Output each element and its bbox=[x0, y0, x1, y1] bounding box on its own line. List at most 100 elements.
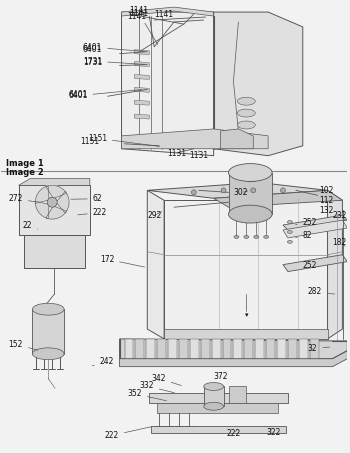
Polygon shape bbox=[164, 329, 328, 339]
Polygon shape bbox=[328, 190, 342, 339]
Ellipse shape bbox=[234, 236, 239, 238]
Ellipse shape bbox=[204, 402, 224, 410]
Text: 222: 222 bbox=[105, 427, 152, 440]
Ellipse shape bbox=[237, 97, 255, 105]
Polygon shape bbox=[46, 206, 66, 219]
Circle shape bbox=[280, 188, 286, 193]
Polygon shape bbox=[179, 339, 188, 359]
Text: 6401: 6401 bbox=[83, 45, 102, 54]
Ellipse shape bbox=[33, 303, 64, 315]
Ellipse shape bbox=[229, 205, 272, 223]
Polygon shape bbox=[120, 339, 347, 359]
Polygon shape bbox=[134, 114, 149, 119]
Polygon shape bbox=[220, 129, 253, 149]
Text: ▾: ▾ bbox=[245, 312, 248, 318]
Polygon shape bbox=[121, 129, 268, 149]
Polygon shape bbox=[214, 190, 342, 207]
Text: 132: 132 bbox=[320, 206, 334, 215]
Polygon shape bbox=[25, 235, 85, 268]
Text: 1141: 1141 bbox=[127, 11, 147, 20]
Text: 332: 332 bbox=[139, 381, 174, 393]
Polygon shape bbox=[134, 50, 149, 55]
Text: 152: 152 bbox=[9, 340, 37, 350]
Polygon shape bbox=[164, 200, 328, 339]
Text: 1151: 1151 bbox=[80, 137, 99, 146]
Text: 6401: 6401 bbox=[68, 90, 88, 99]
Polygon shape bbox=[299, 339, 308, 359]
Polygon shape bbox=[33, 309, 64, 354]
Polygon shape bbox=[35, 201, 49, 219]
Text: 32: 32 bbox=[308, 344, 330, 353]
Text: 272: 272 bbox=[9, 194, 36, 203]
Polygon shape bbox=[134, 87, 149, 92]
Polygon shape bbox=[157, 403, 278, 413]
Polygon shape bbox=[149, 393, 288, 403]
Text: 112: 112 bbox=[320, 196, 334, 205]
Text: Image 1: Image 1 bbox=[6, 159, 43, 168]
Text: 6401: 6401 bbox=[68, 90, 141, 100]
Text: 1731: 1731 bbox=[83, 57, 145, 66]
Polygon shape bbox=[46, 185, 66, 198]
Polygon shape bbox=[204, 386, 224, 406]
Text: 1141: 1141 bbox=[154, 10, 173, 19]
Text: 252: 252 bbox=[296, 218, 317, 227]
Polygon shape bbox=[283, 215, 347, 230]
Polygon shape bbox=[283, 220, 347, 238]
Polygon shape bbox=[134, 74, 149, 79]
Text: Image 2: Image 2 bbox=[6, 168, 43, 177]
Polygon shape bbox=[201, 339, 210, 359]
Circle shape bbox=[47, 197, 57, 207]
Polygon shape bbox=[283, 255, 347, 271]
Polygon shape bbox=[125, 339, 133, 359]
Polygon shape bbox=[121, 12, 214, 156]
Polygon shape bbox=[147, 190, 164, 339]
Polygon shape bbox=[157, 339, 166, 359]
Text: 282: 282 bbox=[308, 287, 335, 296]
Circle shape bbox=[251, 188, 256, 193]
Ellipse shape bbox=[237, 109, 255, 117]
Polygon shape bbox=[244, 339, 253, 359]
Text: 322: 322 bbox=[266, 428, 280, 437]
Text: 372: 372 bbox=[214, 371, 228, 386]
Text: 6401: 6401 bbox=[83, 43, 145, 52]
Polygon shape bbox=[168, 339, 177, 359]
Circle shape bbox=[221, 188, 226, 193]
Ellipse shape bbox=[204, 382, 224, 390]
Text: 232: 232 bbox=[332, 211, 347, 220]
Text: 342: 342 bbox=[151, 374, 181, 386]
Ellipse shape bbox=[244, 236, 249, 238]
Ellipse shape bbox=[287, 241, 292, 243]
Polygon shape bbox=[229, 386, 246, 403]
Ellipse shape bbox=[287, 231, 292, 233]
Polygon shape bbox=[134, 62, 149, 67]
Text: 1131: 1131 bbox=[167, 149, 186, 158]
Polygon shape bbox=[56, 191, 69, 213]
Text: 292: 292 bbox=[147, 211, 162, 220]
Polygon shape bbox=[146, 339, 155, 359]
Polygon shape bbox=[223, 339, 231, 359]
Polygon shape bbox=[214, 12, 303, 156]
Text: 22: 22 bbox=[22, 221, 38, 230]
Ellipse shape bbox=[254, 236, 259, 238]
Polygon shape bbox=[266, 339, 275, 359]
Polygon shape bbox=[190, 339, 199, 359]
Text: 1141: 1141 bbox=[130, 9, 158, 44]
Text: 62: 62 bbox=[71, 194, 103, 203]
Polygon shape bbox=[233, 339, 242, 359]
Text: 182: 182 bbox=[332, 238, 347, 247]
Text: 242: 242 bbox=[92, 357, 114, 366]
Polygon shape bbox=[134, 100, 149, 105]
Polygon shape bbox=[135, 339, 144, 359]
Polygon shape bbox=[19, 185, 90, 235]
Text: 102: 102 bbox=[320, 186, 334, 195]
Polygon shape bbox=[310, 339, 318, 359]
Ellipse shape bbox=[264, 236, 268, 238]
Text: 252: 252 bbox=[303, 260, 317, 270]
Text: 12: 12 bbox=[246, 173, 256, 184]
Polygon shape bbox=[255, 339, 264, 359]
Text: 352: 352 bbox=[127, 390, 166, 401]
Polygon shape bbox=[19, 178, 90, 185]
Polygon shape bbox=[151, 426, 286, 433]
Polygon shape bbox=[121, 7, 214, 16]
Polygon shape bbox=[35, 186, 49, 203]
